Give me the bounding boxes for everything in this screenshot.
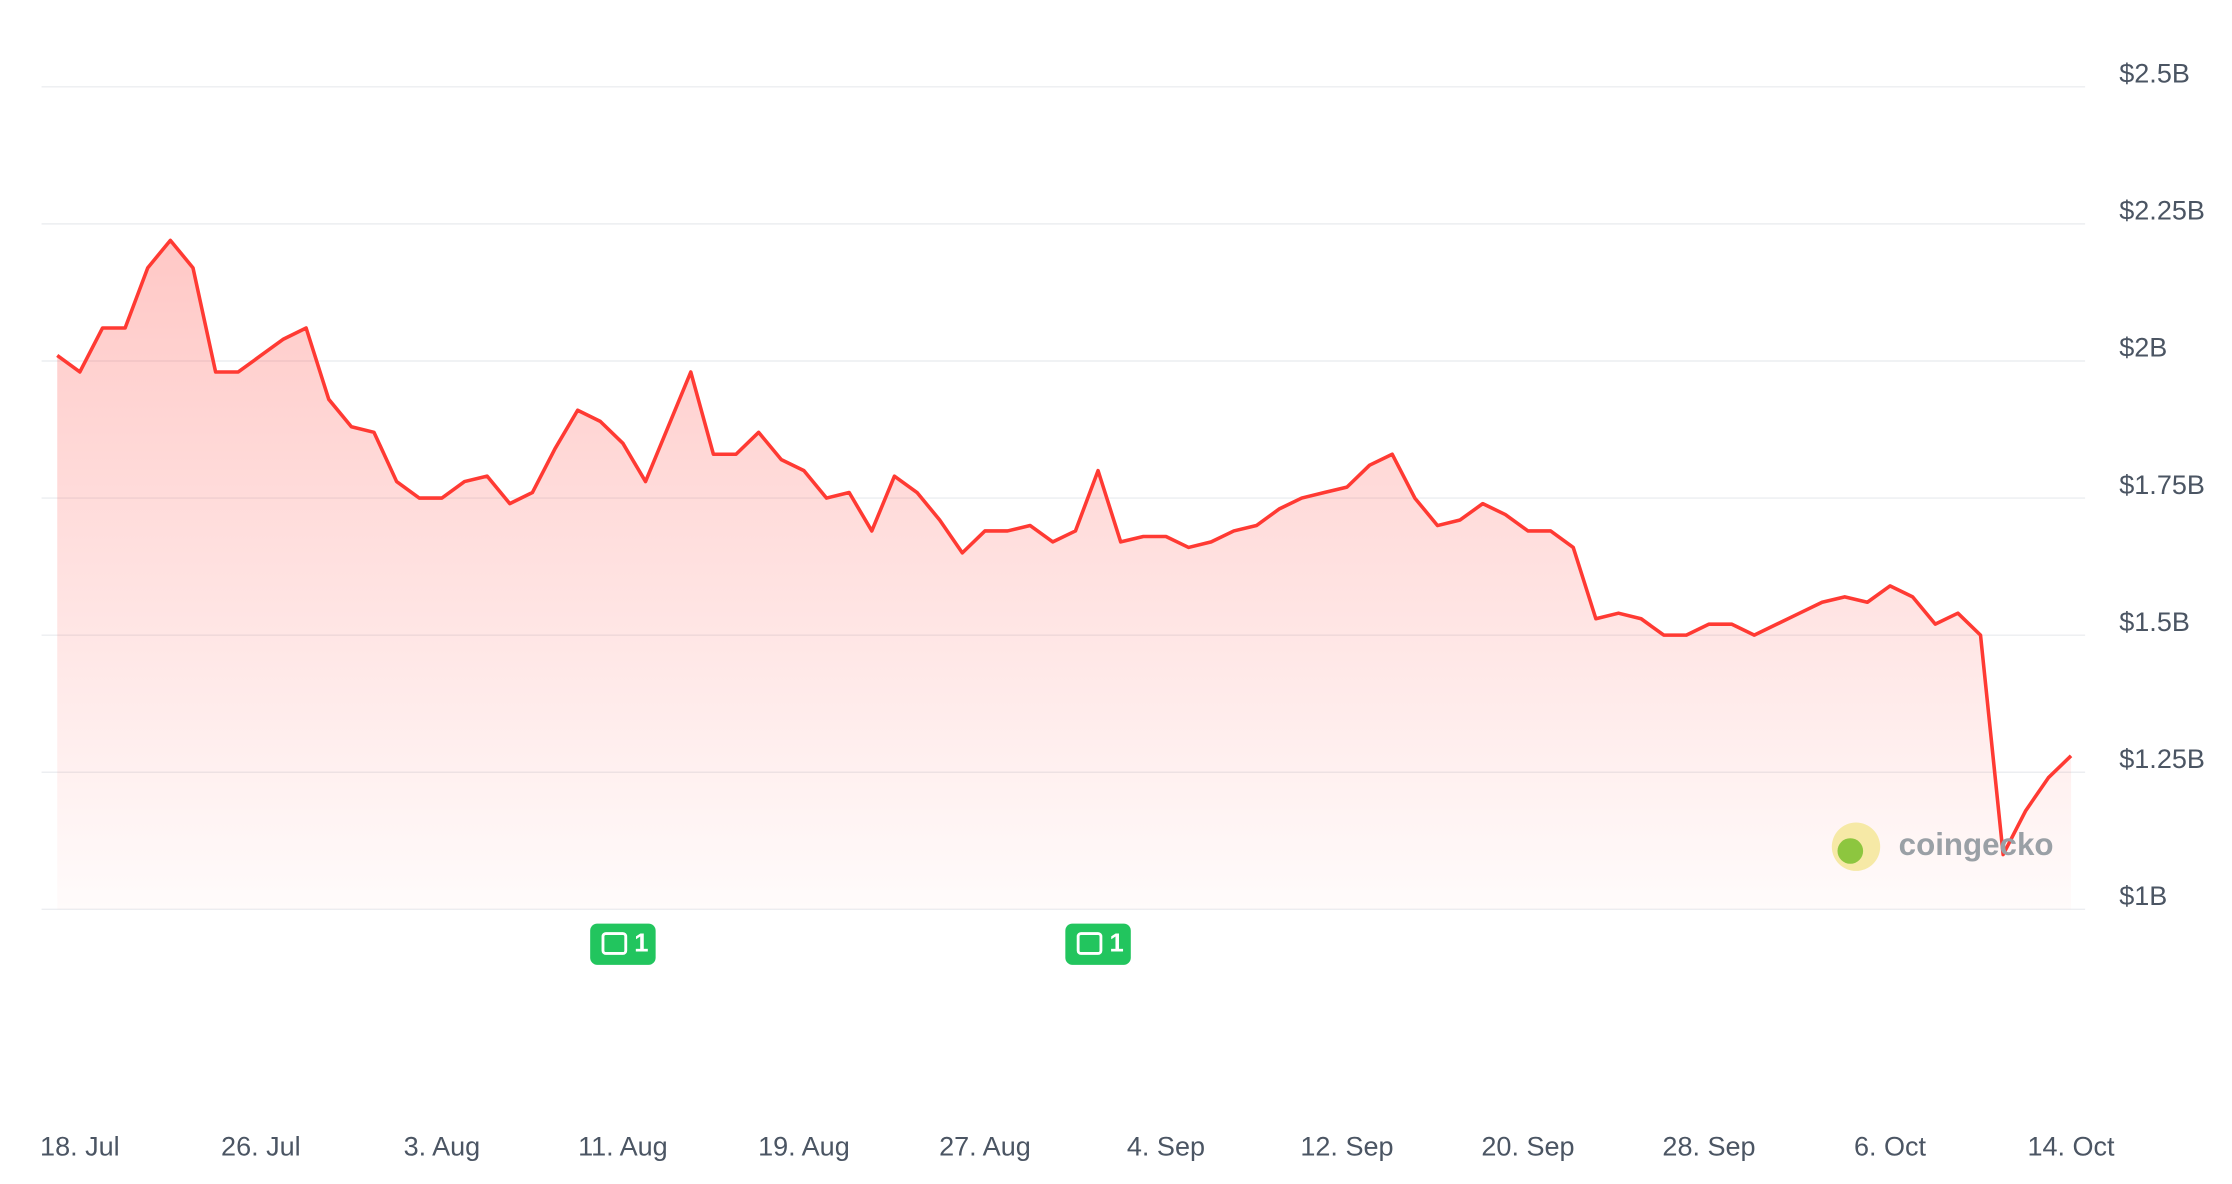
x-tick-label: 19. Aug	[758, 1132, 850, 1162]
badge-icon	[1076, 932, 1103, 955]
y-tick-label: $1.75B	[2119, 470, 2205, 500]
y-tick-label: $2.5B	[2119, 59, 2190, 89]
watermark-text: coingecko	[1899, 827, 2054, 862]
area	[57, 240, 2072, 910]
x-tick-label: 18. Jul	[40, 1132, 120, 1162]
x-tick-label: 27. Aug	[939, 1132, 1031, 1162]
badge-icon	[601, 932, 628, 955]
x-tick-label: 11. Aug	[578, 1132, 668, 1162]
y-tick-label: $2B	[2119, 333, 2167, 363]
y-tick-label: $1B	[2119, 881, 2167, 911]
badge-label: 1	[1109, 930, 1123, 958]
x-tick-label: 20. Sep	[1481, 1132, 1574, 1162]
badge-label: 1	[634, 930, 648, 958]
x-tick-label: 28. Sep	[1662, 1132, 1755, 1162]
y-tick-label: $2.25B	[2119, 196, 2205, 226]
x-tick-label: 26. Jul	[221, 1132, 301, 1162]
x-tick-label: 12. Sep	[1300, 1132, 1393, 1162]
news-badge: 1	[1065, 923, 1131, 965]
x-tick-label: 4. Sep	[1127, 1132, 1205, 1162]
x-tick-label: 14. Oct	[2027, 1132, 2115, 1162]
x-tick-label: 3. Aug	[404, 1132, 481, 1162]
y-tick-label: $1.25B	[2119, 744, 2205, 774]
y-tick-label: $1.5B	[2119, 607, 2190, 637]
news-badge: 1	[590, 923, 656, 965]
x-tick-label: 6. Oct	[1854, 1132, 1927, 1162]
logo	[1837, 838, 1864, 864]
line	[56, 238, 2073, 857]
watermark: coingecko	[1831, 822, 2054, 871]
